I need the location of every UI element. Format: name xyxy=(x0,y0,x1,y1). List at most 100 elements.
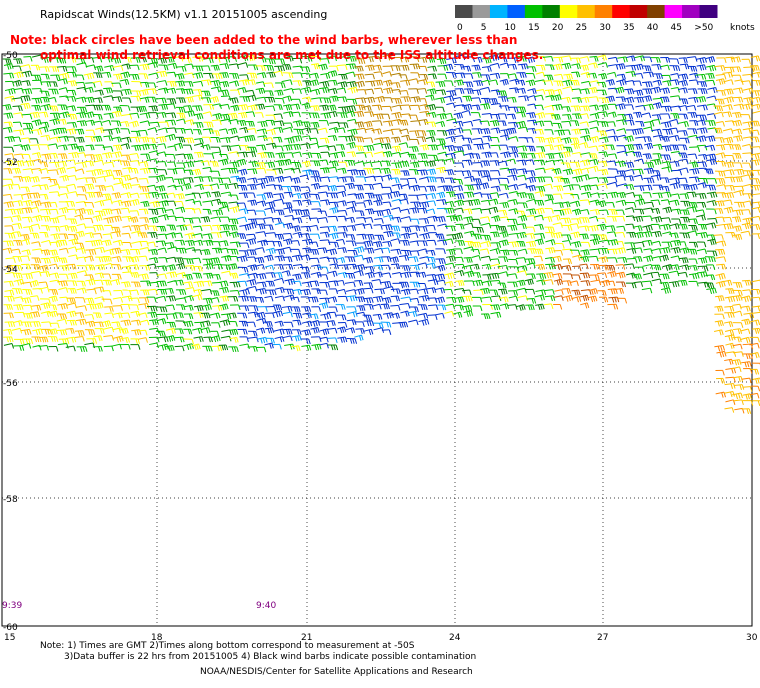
wind-barb xyxy=(104,306,114,312)
wind-barb xyxy=(13,176,24,182)
wind-barb xyxy=(21,192,32,200)
wind-barb xyxy=(300,209,310,216)
wind-barb xyxy=(3,336,14,343)
wind-barb xyxy=(121,265,132,272)
wind-barb xyxy=(32,79,43,86)
wind-barb xyxy=(751,362,760,366)
wind-barb xyxy=(419,144,430,151)
wind-barb xyxy=(732,153,742,159)
wind-barb xyxy=(48,178,58,185)
wind-barb xyxy=(589,80,600,86)
wind-barb xyxy=(30,144,41,150)
wind-barb xyxy=(435,81,446,88)
wind-barb xyxy=(76,346,88,352)
wind-barb xyxy=(507,73,518,79)
wind-barb xyxy=(444,152,456,159)
wind-barb xyxy=(112,96,123,103)
wind-barb xyxy=(31,119,42,127)
wind-barb xyxy=(157,265,168,272)
wind-barb xyxy=(130,90,142,97)
wind-barb xyxy=(579,272,591,279)
wind-barb xyxy=(75,208,86,215)
wind-barb xyxy=(400,271,412,279)
wind-barb xyxy=(119,327,129,335)
wind-barb xyxy=(272,167,284,174)
wind-barb xyxy=(247,336,259,343)
wind-barb xyxy=(29,138,39,144)
wind-barb xyxy=(58,287,69,293)
wind-barb xyxy=(120,249,131,256)
wind-barb xyxy=(76,161,87,168)
wind-barb xyxy=(482,274,492,280)
wind-barb xyxy=(713,105,724,112)
wind-barb xyxy=(290,98,302,105)
wind-barb xyxy=(615,264,626,270)
wind-barb xyxy=(158,103,169,111)
wind-barb xyxy=(751,146,760,150)
wind-barb xyxy=(219,319,231,327)
wind-barb xyxy=(30,264,41,270)
wind-barb xyxy=(39,193,49,200)
wind-barb xyxy=(29,111,40,119)
wind-barb xyxy=(571,97,583,103)
wind-barb xyxy=(689,72,699,79)
wind-barb xyxy=(328,65,339,72)
wind-barb xyxy=(202,208,212,215)
wind-barb xyxy=(410,161,420,168)
color-scale-unit: knots xyxy=(730,23,755,33)
wind-barb xyxy=(363,120,373,128)
wind-barb xyxy=(668,232,679,239)
wind-barb xyxy=(390,190,401,198)
wind-barb xyxy=(84,160,94,167)
wind-barb xyxy=(752,201,760,208)
wind-barb xyxy=(623,113,634,120)
wind-barb xyxy=(669,182,681,190)
wind-barb xyxy=(498,160,508,167)
wind-barb xyxy=(347,311,358,318)
wind-barb xyxy=(534,190,545,197)
wind-barb xyxy=(77,194,88,201)
wind-barb xyxy=(40,73,50,80)
wind-barb xyxy=(659,247,671,254)
wind-barb xyxy=(265,280,275,287)
wind-barb xyxy=(534,176,546,183)
wind-barb xyxy=(660,217,672,223)
wind-barb xyxy=(166,81,177,87)
wind-barb xyxy=(508,183,519,191)
wind-barb xyxy=(282,335,293,342)
wind-barb xyxy=(138,178,149,184)
wind-barb xyxy=(498,209,508,216)
wind-barb xyxy=(426,287,437,294)
wind-barb xyxy=(642,255,654,263)
wind-barb xyxy=(507,174,518,181)
wind-barb xyxy=(210,330,220,337)
wind-barb xyxy=(380,208,392,215)
wind-barb xyxy=(200,97,212,103)
wind-barb xyxy=(94,272,105,279)
wind-barb xyxy=(545,159,556,166)
wind-barb xyxy=(506,113,517,120)
wind-barb xyxy=(13,278,25,286)
wind-barb xyxy=(265,105,276,112)
wind-barb xyxy=(588,87,598,94)
wind-barb xyxy=(48,81,58,88)
wind-barb xyxy=(470,112,481,118)
wind-barb xyxy=(137,56,147,63)
wind-barb xyxy=(92,345,103,352)
wind-barb xyxy=(686,56,698,62)
wind-barb xyxy=(687,153,698,160)
wind-barb xyxy=(462,289,472,296)
wind-barb xyxy=(49,183,61,190)
wind-barb xyxy=(354,73,365,80)
wind-barb xyxy=(563,146,573,153)
wind-barb xyxy=(461,129,472,135)
wind-barb xyxy=(579,128,590,135)
wind-barb xyxy=(174,328,184,335)
wind-barb xyxy=(371,120,383,126)
wind-barb xyxy=(509,78,520,85)
wind-barb xyxy=(446,102,456,109)
wind-barb xyxy=(237,111,248,119)
wind-barb xyxy=(317,210,328,217)
wind-barb xyxy=(544,144,554,151)
wind-barb xyxy=(282,64,292,70)
